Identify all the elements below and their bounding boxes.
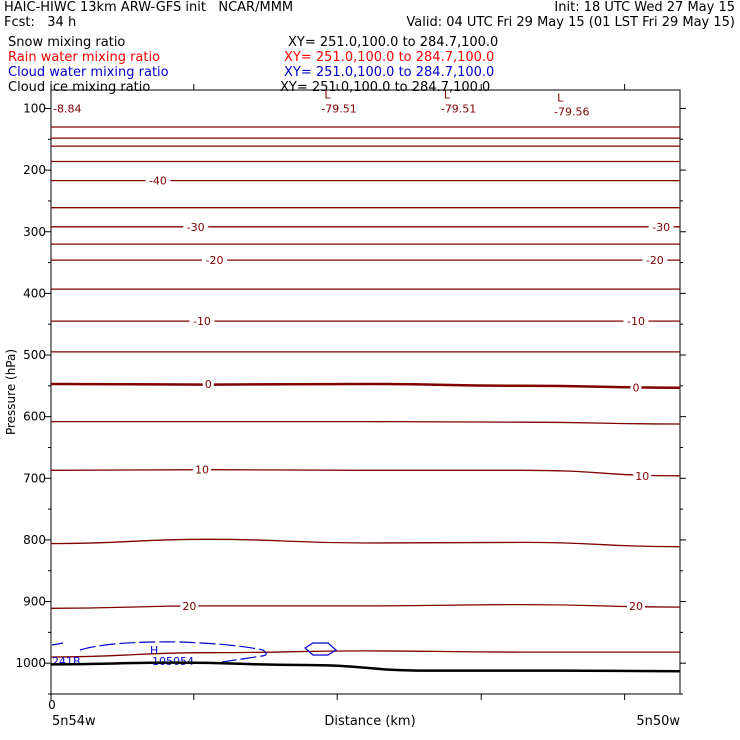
y-tick-label: 500 bbox=[23, 348, 46, 362]
contour-label: -30 bbox=[652, 221, 670, 234]
legend-rain-xy: XY= 251.0,100.0 to 284.7,100.0 bbox=[284, 50, 495, 65]
contour-label-bg bbox=[145, 174, 171, 187]
x-right-label: 5n50w bbox=[636, 714, 680, 729]
contour-label: -20 bbox=[206, 254, 224, 267]
legend-cloudwater-label: Cloud water mixing ratio bbox=[8, 65, 169, 80]
legend-cloudice-xy: XY= 251.0,100.0 to 284.7,100.0 bbox=[280, 80, 491, 95]
low-marker: L bbox=[557, 91, 564, 104]
y-tick-label: 600 bbox=[23, 410, 46, 424]
isotherm-5 bbox=[51, 420, 681, 425]
cloud-water-contour bbox=[303, 642, 338, 656]
cloud-water-left-value: 241B bbox=[52, 655, 81, 668]
x-origin-label: 0 bbox=[48, 698, 56, 712]
cloud-water-contour bbox=[79, 641, 267, 663]
contour-label-bg bbox=[626, 599, 645, 612]
legend-cloudice-label: Cloud ice mixing ratio bbox=[8, 80, 151, 95]
contour-label-bg bbox=[202, 377, 214, 390]
contour-label: 10 bbox=[635, 470, 649, 483]
contour-label: 20 bbox=[182, 600, 196, 613]
contour-label: 0 bbox=[632, 382, 639, 395]
y-tick-label: 400 bbox=[23, 286, 46, 300]
header-line1-left: HAIC-HIWC 13km ARW-GFS init NCAR/MMM bbox=[4, 0, 294, 15]
contour-label: -10 bbox=[627, 315, 645, 328]
contour-label-bg bbox=[192, 463, 211, 476]
cloud-water-contour bbox=[51, 642, 64, 646]
y-tick-label: 900 bbox=[23, 595, 46, 609]
plot-frame bbox=[50, 89, 681, 695]
legend-snow-xy: XY= 251.0,100.0 to 284.7,100.0 bbox=[288, 35, 499, 50]
y-tick-label: 700 bbox=[23, 471, 46, 485]
contour-label: -20 bbox=[646, 254, 664, 267]
contour-label-bg bbox=[623, 315, 649, 328]
y-axis-label: Pressure (hPa) bbox=[4, 349, 18, 435]
contour-label-bg bbox=[180, 599, 199, 612]
contour-label-bg bbox=[648, 220, 674, 233]
cloud-water-high-marker: H bbox=[150, 644, 158, 657]
isotherm-25 bbox=[50, 650, 680, 658]
low-marker: L bbox=[324, 88, 331, 101]
contour-label: -30 bbox=[187, 221, 205, 234]
contour-label: 10 bbox=[195, 464, 209, 477]
low-value: -79.51 bbox=[321, 102, 356, 115]
isotherm-20 bbox=[50, 603, 681, 609]
isotherm-10 bbox=[50, 469, 681, 477]
header-line1-right: Init: 18 UTC Wed 27 May 15 bbox=[554, 0, 735, 15]
y-tick-label: 100 bbox=[23, 101, 46, 115]
x-left-label: 5n54w bbox=[52, 714, 96, 729]
low-value: -79.51 bbox=[441, 102, 476, 115]
low-marker: L bbox=[444, 88, 451, 101]
header-line2-left: Fcst: 34 h bbox=[4, 15, 77, 30]
contour-label-bg bbox=[633, 469, 652, 482]
isotherm-15 bbox=[50, 538, 681, 548]
x-axis-label: Distance (km) bbox=[324, 714, 415, 729]
contour-label-bg bbox=[202, 254, 228, 267]
contour-label-bg bbox=[183, 220, 209, 233]
y-tick-label: 300 bbox=[23, 225, 46, 239]
contour-label: -40 bbox=[149, 175, 167, 188]
contour-label: 0 bbox=[205, 378, 212, 391]
isotherm-0 bbox=[50, 382, 681, 389]
contour-label-bg bbox=[189, 315, 215, 328]
y-tick-label: 200 bbox=[23, 163, 46, 177]
y-tick-label: 800 bbox=[23, 533, 46, 547]
contour-label-bg bbox=[630, 381, 642, 394]
low-value: -79.56 bbox=[554, 105, 589, 118]
header-line2-right: Valid: 04 UTC Fri 29 May 15 (01 LST Fri … bbox=[406, 15, 735, 30]
legend-rain-label: Rain water mixing ratio bbox=[8, 50, 161, 65]
y-tick-label: 1000 bbox=[15, 656, 46, 670]
legend-snow-label: Snow mixing ratio bbox=[8, 35, 126, 50]
legend-cloudwater-xy: XY= 251.0,100.0 to 284.7,100.0 bbox=[284, 65, 495, 80]
contour-label: 20 bbox=[629, 600, 643, 613]
contour-label-bg bbox=[642, 254, 668, 267]
contour-label: -10 bbox=[193, 315, 211, 328]
top-left-value: -8.84 bbox=[53, 102, 81, 115]
terrain-line bbox=[50, 661, 681, 673]
